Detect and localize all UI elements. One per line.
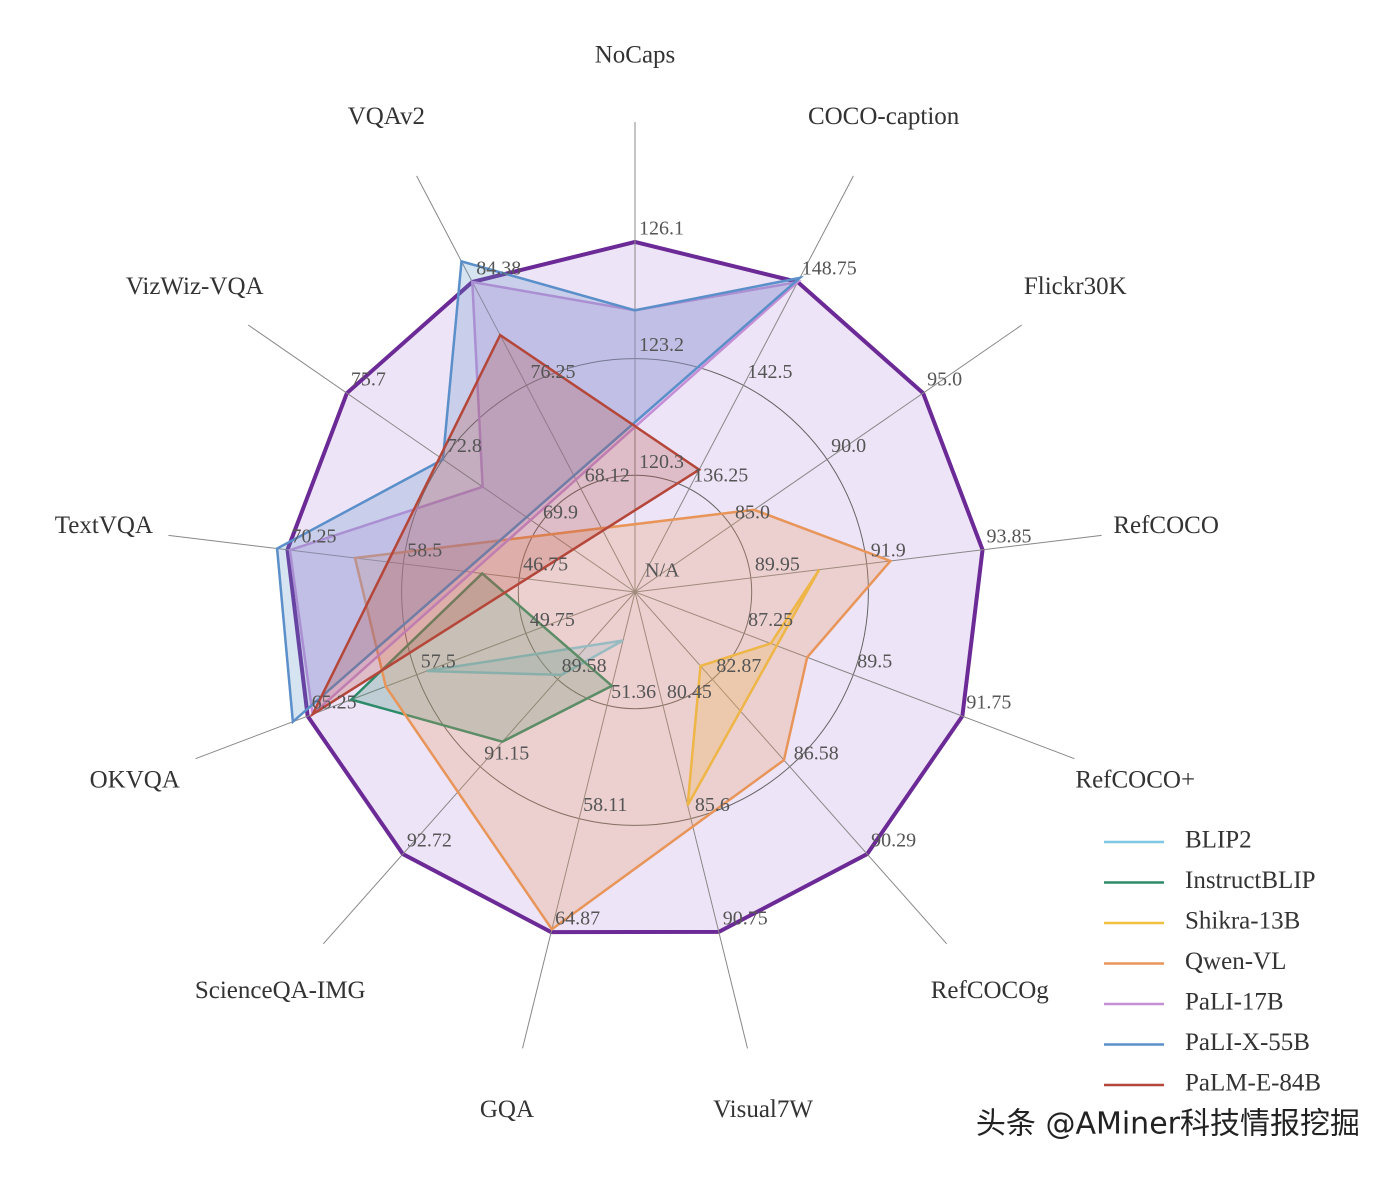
center-label: N/A <box>645 560 680 582</box>
tick-label: 89.58 <box>562 655 607 677</box>
tick-label: 65.25 <box>312 692 357 714</box>
tick-label: 57.5 <box>421 650 456 672</box>
tick-label: 69.9 <box>543 501 578 523</box>
legend-label: PaLI-X-55B <box>1185 1029 1310 1056</box>
tick-label: 68.12 <box>585 464 630 486</box>
axis-line <box>634 324 1023 593</box>
tick-label: 89.95 <box>755 554 800 576</box>
axis-line <box>634 591 948 945</box>
tick-label: 90.29 <box>871 830 916 852</box>
tick-label: 86.58 <box>794 742 839 764</box>
tick-label: 91.75 <box>966 692 1011 714</box>
axis-label: RefCOCO+ <box>1075 766 1195 793</box>
tick-label: 58.5 <box>407 539 442 561</box>
legend-label: InstructBLIP <box>1185 867 1316 894</box>
tick-label: 136.25 <box>693 464 748 486</box>
tick-label: 46.75 <box>523 554 568 576</box>
tick-label: 87.25 <box>748 609 793 631</box>
legend-label: BLIP2 <box>1185 827 1252 854</box>
axis-line <box>195 591 636 760</box>
tick-label: 148.75 <box>802 258 857 280</box>
watermark: 头条 @AMiner科技情报挖掘 <box>976 1107 1360 1142</box>
tick-label: 120.3 <box>639 451 684 473</box>
axis-label: ScienceQA-IMG <box>195 977 366 1004</box>
tick-label: 51.36 <box>611 681 656 703</box>
tick-label: 85.0 <box>735 501 770 523</box>
tick-label: 89.5 <box>857 650 892 672</box>
axis-line <box>522 591 636 1049</box>
legend-label: PaLM-E-84B <box>1185 1070 1321 1097</box>
tick-label: 93.85 <box>987 525 1032 547</box>
tick-label: 70.25 <box>291 525 336 547</box>
series-area <box>353 508 893 932</box>
tick-label: 92.72 <box>407 830 452 852</box>
tick-label: 80.45 <box>667 681 712 703</box>
tick-label: 84.38 <box>476 258 521 280</box>
series-area <box>426 639 624 677</box>
axis-label: OKVQA <box>90 766 180 793</box>
series-area <box>348 571 615 744</box>
tick-label: 75.7 <box>351 369 386 391</box>
axis-line <box>416 175 636 593</box>
axis-line <box>322 591 636 945</box>
axis-line <box>247 324 636 593</box>
tick-label: 91.15 <box>484 742 529 764</box>
tick-label: 82.87 <box>716 655 761 677</box>
tick-label: 72.8 <box>447 435 482 457</box>
legend-label: Shikra-13B <box>1185 908 1300 935</box>
axis-line <box>168 534 636 593</box>
tick-label: 142.5 <box>747 361 792 383</box>
axis-line <box>634 591 748 1049</box>
tick-label: 91.9 <box>871 539 906 561</box>
tick-label: 90.0 <box>831 435 866 457</box>
axis-label: Visual7W <box>713 1096 813 1123</box>
tick-label: 58.11 <box>583 794 627 816</box>
axis-line <box>634 591 1075 760</box>
series-area <box>309 333 702 718</box>
legend-label: PaLI-17B <box>1185 989 1284 1016</box>
tick-label: 85.6 <box>695 794 730 816</box>
tick-label: 95.0 <box>927 369 962 391</box>
axis-label: Flickr30K <box>1024 273 1127 300</box>
axis-label: RefCOCOg <box>931 977 1050 1004</box>
tick-label: 49.75 <box>530 609 575 631</box>
tick-label: 123.2 <box>639 334 684 356</box>
axis-line <box>634 534 1102 593</box>
legend-label: Qwen-VL <box>1185 948 1286 975</box>
axis-label: TextVQA <box>55 512 153 539</box>
series-area <box>686 568 821 807</box>
tick-label: 90.75 <box>723 908 768 930</box>
axis-label: COCO-caption <box>808 103 960 130</box>
tick-label: 76.25 <box>531 361 576 383</box>
axis-label: VizWiz-VQA <box>126 273 264 300</box>
tick-label: 64.87 <box>555 908 600 930</box>
series-area <box>275 259 805 725</box>
axis-label: RefCOCO <box>1113 512 1219 539</box>
axis-label: NoCaps <box>595 42 676 69</box>
axis-label: VQAv2 <box>348 103 425 130</box>
axis-line <box>634 175 854 593</box>
tick-label: 126.1 <box>639 217 684 239</box>
axis-label: GQA <box>480 1096 534 1123</box>
